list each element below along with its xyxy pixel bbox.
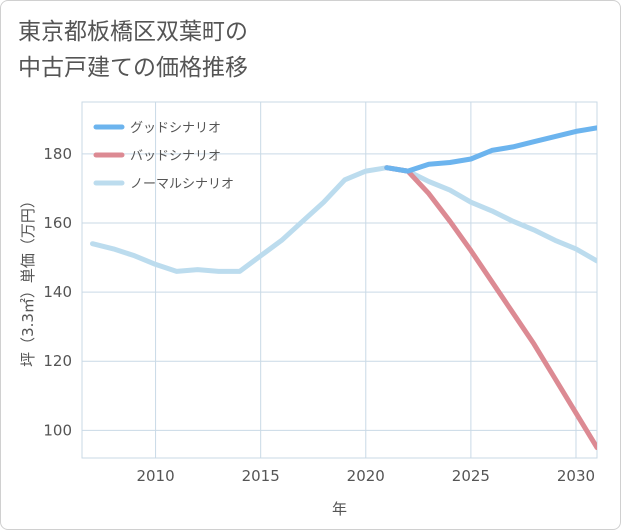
y-axis-ticks: 100 120 140 160 180 [43,145,72,440]
y-tick-label: 140 [43,283,72,301]
y-tick-label: 180 [43,145,72,163]
plot-area [81,101,598,459]
x-tick-label: 2020 [347,467,385,485]
legend-label-1: バッドシナリオ [130,149,221,164]
x-tick-label: 2010 [136,467,174,485]
chart-title: 東京都板橋区双葉町の 中古戸建ての価格推移 [18,19,248,81]
legend-label-0: グッドシナリオ [130,121,221,136]
y-tick-label: 120 [43,352,72,370]
y-tick-label: 160 [43,214,72,232]
series-line-1 [384,165,597,451]
legend-label-2: ノーマルシナリオ [130,177,234,192]
x-axis-ticks: 2010 2015 2020 2025 2030 [136,467,595,485]
series-line-2 [90,165,597,274]
series-line-0 [384,125,597,174]
x-tick-label: 2025 [452,467,490,485]
y-tick-label: 100 [43,421,72,439]
x-tick-label: 2015 [242,467,280,485]
x-axis-label: 年 [332,500,347,518]
y-axis-label: 坪（3.3㎡）単価（万円） [19,193,37,367]
x-tick-label: 2030 [557,467,595,485]
series-lines [90,125,597,451]
